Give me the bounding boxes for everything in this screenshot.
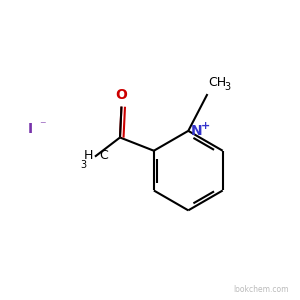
Text: O: O <box>116 88 128 102</box>
Text: ⁻: ⁻ <box>39 119 46 132</box>
Text: 3: 3 <box>224 82 231 92</box>
Text: CH: CH <box>208 76 226 89</box>
Text: C: C <box>99 149 108 162</box>
Text: lookchem.com: lookchem.com <box>233 285 288 294</box>
Text: I: I <box>28 122 33 136</box>
Text: +: + <box>200 122 210 131</box>
Text: 3: 3 <box>81 160 87 170</box>
Text: N: N <box>190 124 202 138</box>
Text: H: H <box>84 149 94 162</box>
